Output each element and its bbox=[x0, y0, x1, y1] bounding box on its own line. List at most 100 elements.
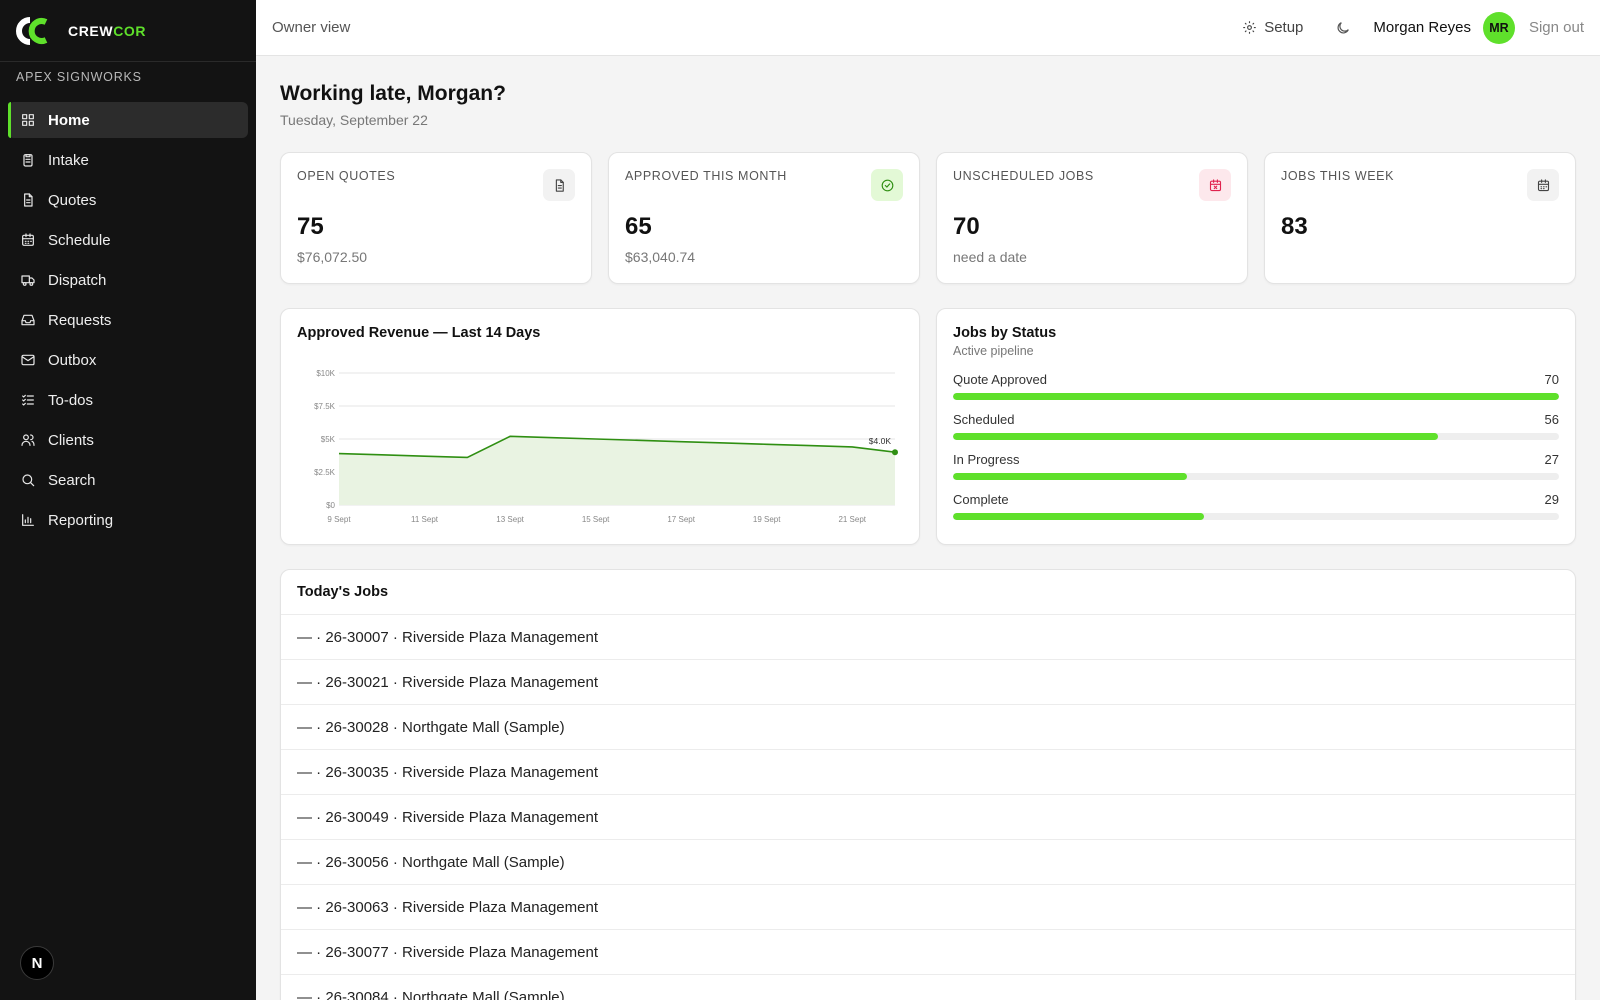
sidebar-item-label: Reporting bbox=[48, 511, 114, 529]
sidebar-item-label: Clients bbox=[48, 431, 94, 449]
chart-y-tick-label: $5K bbox=[321, 435, 336, 444]
chart-x-tick-label: 17 Sept bbox=[667, 515, 695, 524]
sidebar-item-label: Quotes bbox=[48, 191, 97, 209]
status-row-quote-approved: Quote Approved 70 bbox=[953, 372, 1559, 400]
chart-x-tick-label: 9 Sept bbox=[327, 515, 351, 524]
job-row[interactable]: — · 26-30056 · Northgate Mall (Sample) bbox=[281, 840, 1575, 885]
sidebar-item-outbox[interactable]: Outbox bbox=[8, 342, 248, 378]
sidebar-nav: Home Intake Quotes Schedule Dispatch Requests… bbox=[0, 102, 256, 538]
stat-card-label: JOBS THIS WEEK bbox=[1281, 169, 1395, 183]
chart-y-tick-label: $2.5K bbox=[314, 468, 336, 477]
job-row[interactable]: — · 26-30063 · Riverside Plaza Managemen… bbox=[281, 885, 1575, 930]
job-row[interactable]: — · 26-30077 · Riverside Plaza Managemen… bbox=[281, 930, 1575, 975]
status-label: Scheduled bbox=[953, 412, 1015, 427]
chart-y-tick-label: $10K bbox=[316, 369, 335, 378]
stat-card-approved-this-month[interactable]: APPROVED THIS MONTH 65 $63,040.74 bbox=[608, 152, 920, 284]
todays-jobs-panel: Today's Jobs — · 26-30007 · Riverside Pl… bbox=[280, 569, 1576, 1000]
todays-jobs-title: Today's Jobs bbox=[281, 570, 1575, 615]
revenue-chart-title: Approved Revenue — Last 14 Days bbox=[297, 325, 541, 341]
stat-card-unscheduled-jobs[interactable]: UNSCHEDULED JOBS 70 need a date bbox=[936, 152, 1248, 284]
mail-icon bbox=[20, 352, 36, 368]
status-count: 70 bbox=[1544, 372, 1559, 387]
sidebar-item-clients[interactable]: Clients bbox=[8, 422, 248, 458]
chart-x-tick-label: 11 Sept bbox=[411, 515, 439, 524]
gear-icon bbox=[1243, 21, 1256, 34]
sidebar-item-label: Intake bbox=[48, 151, 89, 169]
job-row[interactable]: — · 26-30007 · Riverside Plaza Managemen… bbox=[281, 615, 1575, 660]
bar-chart-icon bbox=[20, 512, 36, 528]
crewcor-logo-icon bbox=[16, 16, 48, 45]
stat-cards: OPEN QUOTES 75 $76,072.50 APPROVED THIS … bbox=[280, 152, 1576, 284]
sidebar-item-label: Requests bbox=[48, 311, 112, 329]
sidebar-item-reporting[interactable]: Reporting bbox=[8, 502, 248, 538]
dark-mode-toggle[interactable] bbox=[1335, 20, 1351, 36]
status-label: Complete bbox=[953, 492, 1009, 507]
stat-card-subtext: $76,072.50 bbox=[297, 249, 368, 265]
calendar-x-icon bbox=[1199, 169, 1231, 201]
stat-card-open-quotes[interactable]: OPEN QUOTES 75 $76,072.50 bbox=[280, 152, 592, 284]
brand[interactable]: CREWCOR bbox=[0, 0, 256, 62]
revenue-chart: $0 $2.5K $5K $7.5K $10K $4.0K 9 Sept 11 Sept 13 … bbox=[314, 369, 898, 524]
checklist-icon bbox=[20, 392, 36, 408]
status-count: 29 bbox=[1544, 492, 1559, 507]
status-bar-fill bbox=[953, 393, 1559, 400]
sign-out-link[interactable]: Sign out bbox=[1528, 19, 1584, 36]
status-bar-fill bbox=[953, 473, 1187, 480]
setup-button[interactable]: Setup bbox=[1242, 19, 1303, 36]
sidebar-item-requests[interactable]: Requests bbox=[8, 302, 248, 338]
avatar[interactable]: MR bbox=[1482, 11, 1515, 44]
job-row[interactable]: — · 26-30049 · Riverside Plaza Managemen… bbox=[281, 795, 1575, 840]
sidebar-item-label: Schedule bbox=[48, 231, 111, 249]
job-row[interactable]: — · 26-30021 · Riverside Plaza Managemen… bbox=[281, 660, 1575, 705]
chart-series-line bbox=[338, 435, 896, 459]
revenue-chart-panel: Approved Revenue — Last 14 Days $0 $2.5K $… bbox=[280, 308, 920, 545]
jobs-by-status-panel: Jobs by Status Active pipeline Quote App… bbox=[936, 308, 1576, 545]
stat-card-subtext: need a date bbox=[953, 249, 1027, 265]
clipboard-icon bbox=[20, 152, 36, 168]
sidebar-item-quotes[interactable]: Quotes bbox=[8, 182, 248, 218]
sidebar-item-search[interactable]: Search bbox=[8, 462, 248, 498]
users-icon bbox=[20, 432, 36, 448]
chart-area bbox=[339, 436, 895, 505]
job-row[interactable]: — · 26-30035 · Riverside Plaza Managemen… bbox=[281, 750, 1575, 795]
chart-x-tick-label: 15 Sept bbox=[582, 515, 610, 524]
check-circle-icon bbox=[871, 169, 903, 201]
stat-card-jobs-this-week[interactable]: JOBS THIS WEEK 83 bbox=[1264, 152, 1576, 284]
sidebar-item-label: Home bbox=[48, 111, 90, 129]
chart-y-tick-label: $7.5K bbox=[314, 402, 336, 411]
setup-label: Setup bbox=[1264, 19, 1304, 36]
calendar-icon bbox=[20, 232, 36, 248]
stat-card-value: 75 bbox=[297, 213, 324, 240]
calendar-icon bbox=[1527, 169, 1559, 201]
inbox-icon bbox=[20, 312, 36, 328]
status-bar-track bbox=[953, 473, 1559, 480]
brand-name: CREWCOR bbox=[68, 22, 147, 39]
job-row[interactable]: — · 26-30028 · Northgate Mall (Sample) bbox=[281, 705, 1575, 750]
topbar: Owner view Setup Morgan Reyes MR Sign ou… bbox=[256, 0, 1600, 56]
chart-x-tick-label: 19 Sept bbox=[753, 515, 781, 524]
sidebar-item-label: Search bbox=[48, 471, 96, 489]
stat-card-label: APPROVED THIS MONTH bbox=[625, 169, 787, 183]
job-row[interactable]: — · 26-30084 · Northgate Mall (Sample) bbox=[281, 975, 1575, 1000]
status-row-in-progress: In Progress 27 bbox=[953, 452, 1559, 480]
org-name: APEX SIGNWORKS bbox=[16, 70, 142, 84]
stat-card-value: 83 bbox=[1281, 213, 1308, 240]
search-icon bbox=[20, 472, 36, 488]
sidebar-item-to-dos[interactable]: To-dos bbox=[8, 382, 248, 418]
sidebar-item-dispatch[interactable]: Dispatch bbox=[8, 262, 248, 298]
status-bar-track bbox=[953, 513, 1559, 520]
view-label: Owner view bbox=[272, 19, 351, 36]
sidebar-item-label: Dispatch bbox=[48, 271, 107, 289]
status-bar-track bbox=[953, 433, 1559, 440]
status-panel-subtitle: Active pipeline bbox=[953, 344, 1034, 358]
sidebar-item-schedule[interactable]: Schedule bbox=[8, 222, 248, 258]
moon-icon bbox=[1337, 21, 1350, 33]
sidebar-item-home[interactable]: Home bbox=[8, 102, 248, 138]
stat-card-value: 70 bbox=[953, 213, 980, 240]
stat-card-label: UNSCHEDULED JOBS bbox=[953, 169, 1094, 183]
sidebar-item-intake[interactable]: Intake bbox=[8, 142, 248, 178]
chart-last-point bbox=[892, 449, 898, 456]
dev-badge[interactable]: N bbox=[20, 946, 54, 980]
chart-last-point-label: $4.0K bbox=[869, 436, 892, 446]
document-icon bbox=[20, 192, 36, 208]
